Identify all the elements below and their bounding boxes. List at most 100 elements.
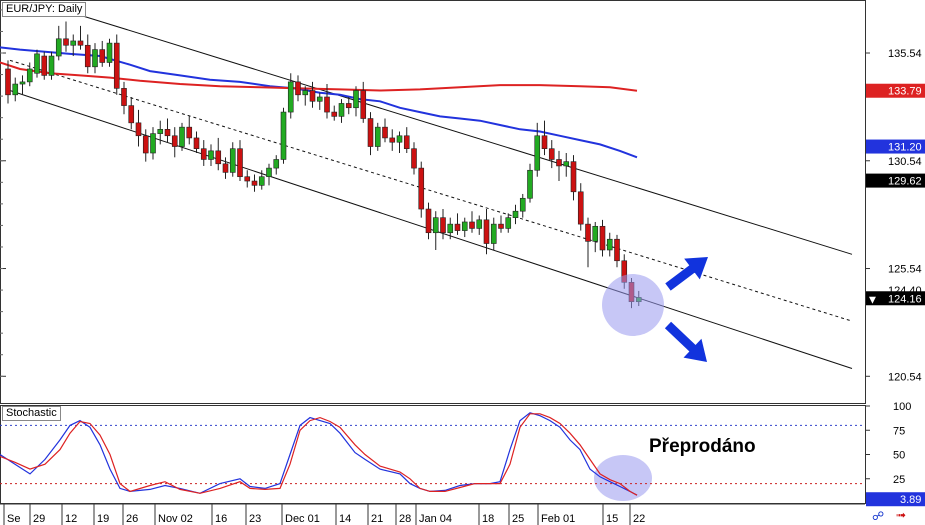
candle-body (55, 38, 62, 57)
channel-trendline (79, 14, 853, 255)
candle-body (12, 83, 19, 96)
candle (425, 202, 432, 240)
candle-body (440, 217, 446, 234)
chain-link-icon[interactable]: ☍ (872, 509, 885, 523)
candle-body (48, 55, 55, 76)
current-price-marker: ▼ (869, 295, 876, 305)
candle (121, 81, 127, 115)
x-tick-label: Dec 01 (285, 513, 320, 525)
candle-body (200, 148, 207, 160)
x-tick-label: 21 (371, 513, 383, 525)
x-tick-label: 19 (97, 513, 109, 525)
candle-body (309, 90, 316, 102)
red-arrow-icon[interactable]: ➟ (896, 508, 907, 522)
candle (541, 120, 548, 156)
candle (208, 144, 214, 166)
candle-body (106, 42, 113, 63)
candle (135, 109, 142, 147)
candle-body (179, 126, 185, 147)
candle (382, 118, 388, 143)
x-tick-label: 14 (339, 513, 351, 525)
candle (345, 96, 352, 115)
x-tick-label: Jan 04 (419, 513, 452, 525)
x-tick-label: 28 (399, 513, 411, 525)
y-tick-label: 130.54 (888, 156, 922, 168)
candle-body (164, 129, 171, 137)
candle-body (403, 135, 410, 150)
x-tick-label: 15 (606, 513, 618, 525)
stochastic-title: Stochastic (2, 406, 61, 421)
candle-body (360, 90, 367, 119)
candle (258, 170, 265, 190)
candle (280, 107, 287, 164)
candle (179, 122, 185, 151)
candle-body (244, 176, 251, 182)
candle (353, 86, 359, 117)
candle (324, 84, 330, 119)
candle (432, 211, 439, 250)
candle-body (128, 105, 135, 124)
candle-body (70, 40, 77, 46)
candle (302, 86, 309, 106)
candle (614, 234, 620, 268)
candle-body (266, 167, 272, 178)
x-tick-label: Nov 02 (158, 513, 193, 525)
candle-body (498, 223, 504, 229)
candle-body (396, 135, 403, 143)
candle (19, 75, 26, 95)
candle (92, 43, 98, 74)
candle-body (432, 217, 439, 234)
price-tag-bg (866, 173, 925, 188)
candle (5, 60, 11, 104)
candle-body (367, 118, 374, 147)
candle-body (585, 223, 591, 242)
candle (556, 150, 562, 182)
candle (164, 118, 171, 143)
candle-body (222, 163, 229, 173)
candle (418, 161, 425, 218)
down-arrow-head (683, 338, 707, 362)
candle (41, 51, 48, 80)
candle-body (273, 159, 280, 169)
candle-body (338, 103, 345, 117)
candle-body (5, 68, 11, 96)
candle-body (570, 161, 577, 193)
candle (606, 232, 613, 257)
candle-body (99, 49, 106, 63)
price-tag-label: 131.20 (888, 142, 922, 154)
main-chart-title: EUR/JPY: Daily (2, 2, 87, 17)
main-panel-frame (0, 0, 866, 404)
x-tick-label: 22 (633, 513, 645, 525)
candle-body (519, 197, 526, 212)
stoch-value-tag: 3.89 (900, 494, 921, 506)
candle (476, 215, 483, 235)
candle-body (302, 90, 309, 96)
candle (548, 140, 555, 169)
candle-body (512, 210, 519, 218)
price-tag-label: 124.16 (888, 293, 922, 305)
candle (338, 99, 345, 123)
candle (490, 217, 497, 250)
candle-body (215, 150, 222, 165)
candle (527, 163, 533, 203)
candle (63, 21, 69, 52)
candle-body (592, 225, 599, 242)
candle (396, 131, 403, 154)
candle (411, 142, 417, 175)
down-arrow-shaft (664, 321, 700, 356)
candle (403, 127, 410, 154)
candle-body (411, 148, 417, 169)
candle (440, 209, 446, 240)
y-tick-label: 125.54 (888, 264, 922, 276)
candle-body (461, 221, 468, 231)
candle (577, 183, 584, 231)
candle (266, 163, 272, 186)
candle (12, 77, 19, 102)
candle (505, 213, 512, 233)
candle-body (186, 126, 193, 139)
candle (273, 155, 280, 175)
candle-body (599, 225, 606, 251)
candle-body (19, 81, 26, 85)
x-tick-label: Se (7, 513, 20, 525)
